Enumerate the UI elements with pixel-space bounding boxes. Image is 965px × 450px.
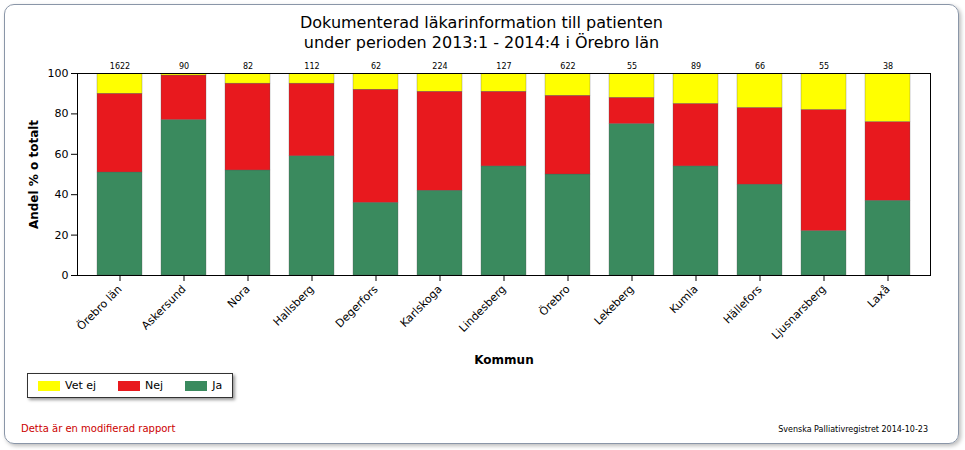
svg-text:622: 622: [560, 62, 575, 71]
svg-text:Askersund: Askersund: [139, 283, 189, 333]
svg-text:40: 40: [55, 188, 69, 201]
svg-text:89: 89: [691, 62, 701, 71]
html-text:Detta är en modifierad rapport: Detta är en modifierad rapport: [21, 423, 176, 434]
svg-text:Kommun: Kommun: [474, 353, 533, 367]
svg-text:Örebro län: Örebro län: [74, 283, 124, 333]
svg-text:100: 100: [48, 67, 69, 80]
html-text:Dokumenterad läkarinformation: Dokumenterad läkarinformation till patie…: [300, 13, 663, 32]
svg-text:Lekeberg: Lekeberg: [592, 283, 637, 328]
svg-text:Andel % o totalt: Andel % o totalt: [27, 120, 41, 229]
svg-text:62: 62: [371, 62, 381, 71]
html-text:under perioden 2013:1 - 2014:4: under perioden 2013:1 - 2014:4 i Örebro …: [303, 33, 660, 52]
html-text:Svenska Palliativregistret 201: Svenska Palliativregistret 2014-10-23: [778, 425, 928, 434]
svg-text:Laxå: Laxå: [865, 283, 893, 311]
svg-text:90: 90: [179, 62, 189, 71]
html-text:Vet ej: Vet ej: [65, 379, 97, 392]
svg-text:38: 38: [883, 62, 893, 71]
svg-text:Nora: Nora: [225, 283, 253, 311]
svg-text:66: 66: [755, 62, 765, 71]
svg-text:20: 20: [55, 229, 69, 242]
svg-text:1622: 1622: [110, 62, 130, 71]
svg-text:60: 60: [55, 148, 69, 161]
svg-text:Kumla: Kumla: [667, 283, 700, 316]
html-text:Nej: Nej: [145, 379, 164, 392]
svg-text:55: 55: [819, 62, 829, 71]
svg-text:55: 55: [627, 62, 637, 71]
svg-text:224: 224: [432, 62, 447, 71]
svg-text:Hallsberg: Hallsberg: [271, 283, 317, 329]
svg-text:112: 112: [304, 62, 319, 71]
svg-text:82: 82: [243, 62, 253, 71]
svg-text:Ljusnarsberg: Ljusnarsberg: [769, 283, 828, 342]
svg-text:Degerfors: Degerfors: [333, 283, 381, 331]
svg-text:Lindesberg: Lindesberg: [456, 283, 508, 335]
html-text:Ja: Ja: [212, 379, 223, 392]
svg-text:Karlskoga: Karlskoga: [398, 283, 445, 330]
svg-text:80: 80: [55, 107, 69, 120]
svg-text:127: 127: [496, 62, 511, 71]
svg-text:Hällefors: Hällefors: [721, 283, 765, 327]
svg-text:0: 0: [62, 269, 69, 282]
svg-text:Örebro: Örebro: [537, 283, 573, 319]
